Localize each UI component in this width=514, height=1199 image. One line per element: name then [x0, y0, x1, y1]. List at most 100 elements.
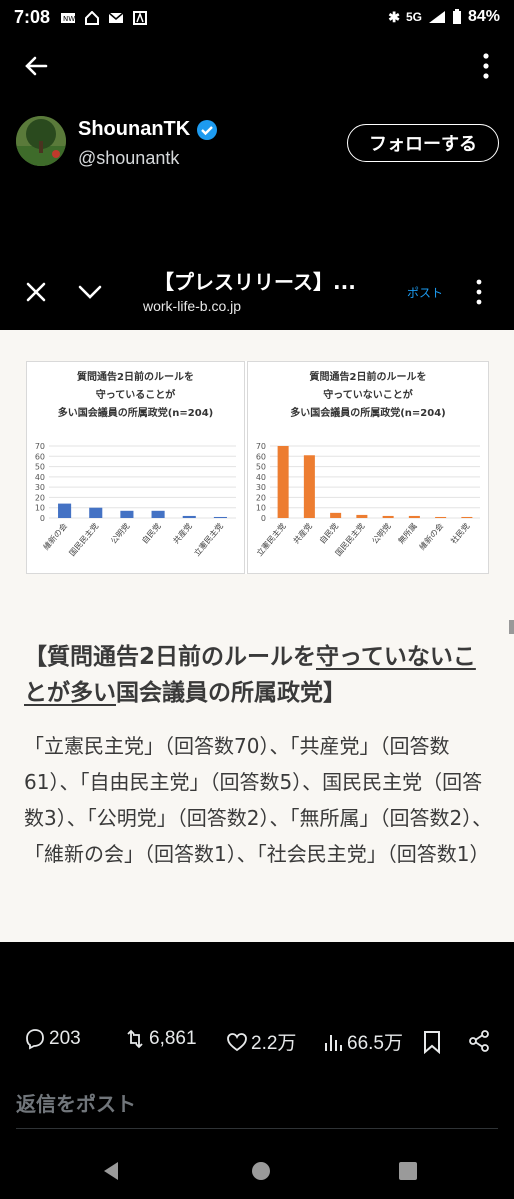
nav-home-icon[interactable] — [250, 1160, 272, 1182]
nav-recents-icon[interactable] — [398, 1161, 418, 1181]
chart-svg: 質問通告2日前のルールを守っていないことが多い国会議員の所属政党(n=204) 0… — [254, 370, 480, 558]
follow-button[interactable]: フォローする — [347, 124, 499, 162]
x-tick-label: 自民党 — [140, 521, 163, 546]
share-icon[interactable] — [468, 1030, 490, 1052]
app-icon — [132, 10, 148, 25]
bar — [382, 515, 394, 518]
heart-icon — [227, 1032, 247, 1051]
reply-icon — [26, 1029, 44, 1050]
chart-figure: 質問通告2日前のルールを 守っていることが 多い国会議員の所属政党(n=204) 0 1… — [26, 361, 489, 574]
chevron-down-icon[interactable] — [76, 278, 104, 306]
display-name[interactable]: ShounanTK — [78, 118, 218, 141]
chart-title: 多い国会議員の所属政党(n=204) — [290, 406, 446, 419]
system-nav-bar — [0, 1142, 514, 1199]
card-more-icon[interactable] — [474, 278, 484, 306]
svg-text:NW: NW — [63, 15, 75, 23]
card-domain[interactable]: work-life-b.co.jp — [143, 298, 242, 314]
y-tick-label: 20 — [256, 493, 266, 502]
verified-badge-icon — [197, 119, 218, 140]
x-tick-label: 無所属 — [396, 521, 419, 546]
reply-count: 203 — [49, 1028, 81, 1049]
bookmark-icon[interactable] — [422, 1030, 442, 1054]
y-tick-label: 50 — [256, 463, 266, 472]
bluetooth-icon: ✱ — [388, 8, 400, 25]
y-tick-label: 20 — [35, 493, 45, 502]
bar — [303, 455, 315, 518]
y-tick-label: 70 — [256, 442, 266, 451]
bar — [461, 516, 473, 518]
reply-input[interactable]: 返信をポスト — [16, 1092, 136, 1116]
x-tick-label: 国民民主党 — [67, 521, 100, 558]
status-time: 7:08 — [14, 6, 51, 27]
bar — [435, 516, 447, 518]
x-tick-label: 立憲民主党 — [254, 521, 287, 558]
link-card-header: 【プレスリリース】... work-life-b.co.jp ポスト — [0, 262, 514, 320]
more-options-icon[interactable] — [480, 52, 492, 80]
article-heading: 【質問通告2日前のルールを守っていないことが多い国会議員の所属政党】 — [24, 639, 494, 711]
y-tick-label: 0 — [261, 514, 266, 523]
bar — [151, 510, 165, 518]
bar — [330, 512, 342, 518]
x-tick-label: 公明党 — [370, 521, 393, 546]
home-icon — [84, 10, 100, 25]
x-tick-label: 維新の会 — [41, 521, 69, 552]
bar — [356, 514, 368, 518]
chart-title: 守っていることが — [96, 388, 176, 401]
y-tick-label: 60 — [35, 452, 45, 461]
bar — [89, 507, 103, 518]
battery-level: 84% — [467, 8, 500, 25]
x-tick-label: 維新の会 — [417, 521, 445, 552]
y-tick-label: 30 — [256, 483, 266, 492]
post-link[interactable]: ポスト — [407, 286, 444, 300]
x-tick-label: 立憲民主党 — [192, 521, 225, 558]
status-bar: 7:08 NW ✱ 5G 84% — [0, 0, 514, 34]
heading-underline-1: 守っていな — [316, 644, 430, 670]
views-icon — [325, 1034, 342, 1051]
chart-title: 質問通告2日前のルールを — [77, 370, 194, 383]
bar — [277, 446, 289, 518]
x-tick-label: 社民党 — [448, 521, 471, 546]
views-count: 66.5万 — [347, 1033, 403, 1054]
back-arrow-icon[interactable] — [20, 50, 52, 82]
display-name-text: ShounanTK — [78, 118, 191, 140]
views-action[interactable]: 66.5万 — [322, 1028, 403, 1055]
reply-action[interactable]: 203 — [24, 1028, 81, 1050]
heading-pre: 【質問通告2日前のルールを — [24, 644, 317, 670]
like-action[interactable]: 2.2万 — [226, 1028, 296, 1055]
y-tick-label: 40 — [256, 473, 266, 482]
repost-count: 6,861 — [149, 1028, 197, 1049]
nav-back-icon[interactable] — [100, 1160, 122, 1182]
chart-title: 多い国会議員の所属政党(n=204) — [58, 406, 214, 419]
battery-icon — [452, 9, 461, 24]
user-handle[interactable]: @shounantk — [78, 148, 180, 168]
repost-action[interactable]: 6,861 — [124, 1028, 197, 1050]
network-label: 5G — [405, 10, 422, 24]
heading-post: 国会議員の所属政党】 — [116, 680, 346, 706]
signal-icon — [428, 11, 445, 23]
avatar[interactable] — [16, 116, 66, 166]
repost-icon — [127, 1029, 143, 1049]
like-count: 2.2万 — [251, 1033, 297, 1054]
bar — [120, 510, 134, 518]
close-icon[interactable] — [22, 278, 50, 306]
article-body: 「立憲民主党」（回答数70）、「共産党」（回答数61）、「自由民主党」（回答数5… — [24, 734, 493, 866]
card-title[interactable]: 【プレスリリース】... — [154, 270, 356, 294]
x-tick-label: 公明党 — [108, 521, 131, 546]
y-tick-label: 40 — [35, 473, 45, 482]
bar — [213, 516, 227, 518]
y-tick-label: 30 — [35, 483, 45, 492]
article-content[interactable]: 質問通告2日前のルールを 守っていることが 多い国会議員の所属政党(n=204) 0 1… — [0, 330, 514, 942]
x-tick-label: 自民党 — [317, 521, 340, 546]
x-tick-label: 共産党 — [291, 521, 314, 546]
y-tick-label: 10 — [256, 504, 266, 513]
x-tick-label: 共産党 — [171, 521, 194, 546]
scrollbar[interactable] — [509, 620, 514, 634]
chart-title: 質問通告2日前のルールを — [310, 370, 427, 383]
divider — [16, 1128, 498, 1129]
y-tick-label: 70 — [35, 442, 45, 451]
y-tick-label: 10 — [35, 504, 45, 513]
y-tick-label: 50 — [35, 463, 45, 472]
post-actions: 203 6,861 2.2万 66.5万 — [0, 1022, 514, 1060]
y-tick-label: 60 — [256, 452, 266, 461]
